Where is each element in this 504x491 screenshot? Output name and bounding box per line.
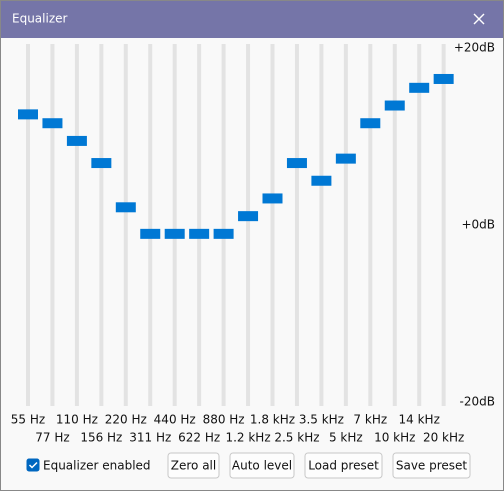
slider-track <box>221 44 226 406</box>
slider-thumb[interactable] <box>189 228 210 239</box>
slider-track <box>294 44 299 406</box>
band-label: 622 Hz <box>178 431 220 445</box>
slider-thumb[interactable] <box>213 228 234 239</box>
button-face <box>167 452 220 479</box>
slider-track <box>148 44 153 406</box>
slider-thumb[interactable] <box>18 109 38 120</box>
band-label: 156 Hz <box>80 431 122 445</box>
slider-thumb[interactable] <box>360 118 381 129</box>
slider-thumb[interactable] <box>91 158 112 169</box>
slider-track <box>368 44 373 406</box>
slider-thumb[interactable] <box>286 158 307 169</box>
button[interactable]: Load preset <box>304 452 383 479</box>
checkbox-box <box>26 458 40 472</box>
slider-track <box>172 44 177 406</box>
band-label: 10 kHz <box>374 431 415 445</box>
slider-thumb[interactable] <box>140 228 161 239</box>
band-label: 220 Hz <box>105 413 147 427</box>
button[interactable]: Save preset <box>392 452 471 479</box>
window-title: Equalizer <box>12 12 68 26</box>
slider-thumb[interactable] <box>311 175 332 186</box>
button-label: Save preset <box>396 459 468 473</box>
slider-track <box>246 44 251 406</box>
slider-track <box>50 44 55 406</box>
band-label: 5 kHz <box>329 431 363 445</box>
slider-thumb[interactable] <box>164 228 185 239</box>
close-button[interactable] <box>466 8 492 30</box>
slider-thumb[interactable] <box>433 73 454 84</box>
slider-thumb[interactable] <box>409 82 430 93</box>
band-label: 440 Hz <box>154 413 196 427</box>
band-label: 110 Hz <box>56 413 98 427</box>
slider-track <box>99 44 104 406</box>
enable-checkbox[interactable]: Equalizer enabled <box>26 458 151 473</box>
slider-thumb[interactable] <box>42 118 63 129</box>
band-label: 1.8 kHz <box>250 413 295 427</box>
slider-track <box>270 44 275 406</box>
slider-thumb[interactable] <box>115 202 136 213</box>
band-label: 14 kHz <box>399 413 440 427</box>
band-label: 20 kHz <box>423 431 464 445</box>
slider-thumb[interactable] <box>238 211 259 222</box>
button[interactable]: Auto level <box>229 452 295 479</box>
slider-thumb[interactable] <box>384 100 405 111</box>
slider-track <box>392 44 397 406</box>
button[interactable]: Zero all <box>167 452 220 479</box>
slider-thumb[interactable] <box>66 135 87 146</box>
slider-track <box>197 44 202 406</box>
y-tick-label: +20dB <box>454 41 495 55</box>
band-label: 2.5 kHz <box>274 431 319 445</box>
slider-track <box>319 44 324 406</box>
button-face <box>392 452 471 479</box>
button-label: Zero all <box>171 459 216 473</box>
y-tick-label: -20dB <box>460 395 495 409</box>
band-label: 55 Hz <box>11 413 45 427</box>
band-label: 311 Hz <box>129 431 171 445</box>
slider-track <box>441 44 446 406</box>
slider-thumb[interactable] <box>335 153 356 164</box>
button-label: Load preset <box>308 459 379 473</box>
button-face <box>304 452 383 479</box>
slider-track <box>74 44 79 406</box>
slider-track <box>123 44 128 406</box>
slider-thumb[interactable] <box>262 193 283 204</box>
band-label: 1.2 kHz <box>225 431 270 445</box>
title-bar <box>1 1 503 38</box>
checkbox-label: Equalizer enabled <box>43 459 151 473</box>
band-label: 3.5 kHz <box>299 413 344 427</box>
button-label: Auto level <box>232 459 292 473</box>
button-face <box>229 452 295 479</box>
slider-track <box>343 44 348 406</box>
slider-track <box>417 44 422 406</box>
band-label: 880 Hz <box>203 413 245 427</box>
y-tick-label: +0dB <box>461 218 495 232</box>
band-label: 7 kHz <box>353 413 387 427</box>
checkbox-check <box>28 461 38 469</box>
band-label: 77 Hz <box>35 431 69 445</box>
slider-track <box>26 44 30 406</box>
